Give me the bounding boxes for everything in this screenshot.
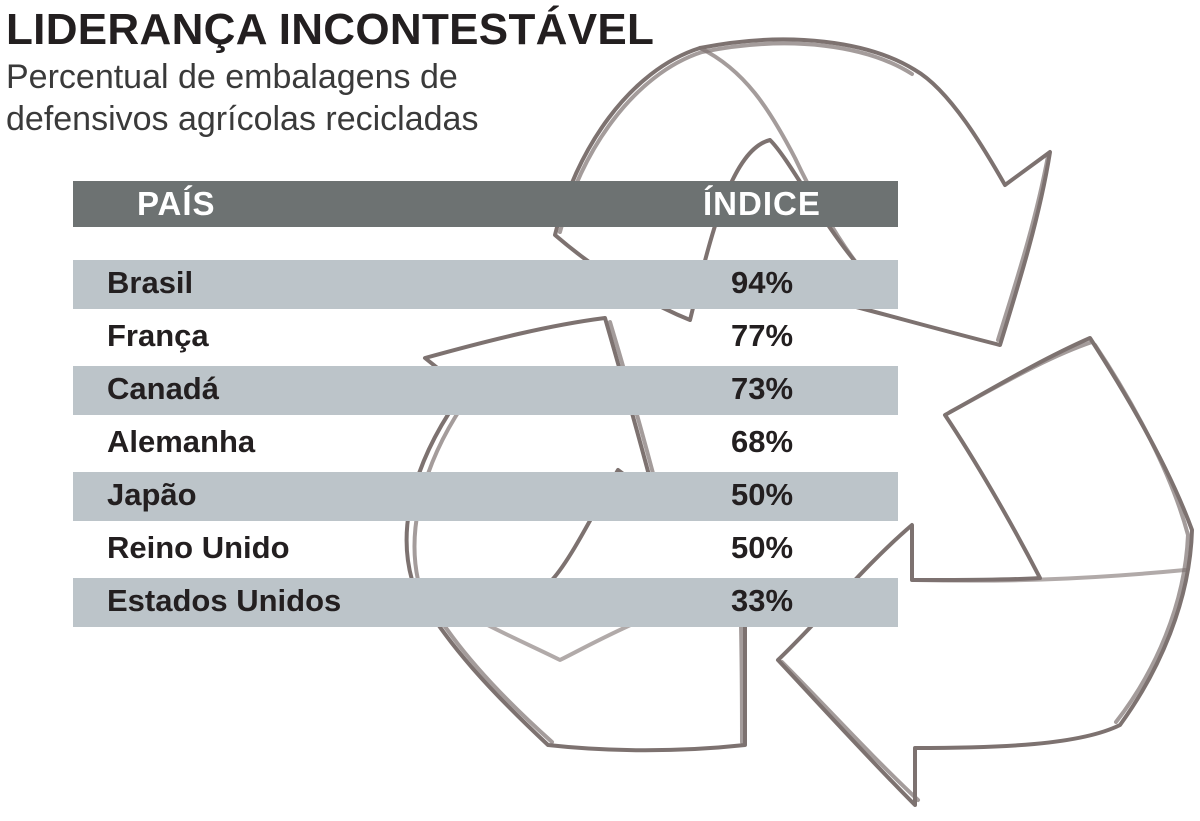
chart-subtitle: Percentual de embalagens de defensivos a… (6, 58, 479, 138)
table-header: PAÍS ÍNDICE (73, 181, 898, 227)
table-row: Brasil 94% (73, 260, 898, 313)
row-country: Alemanha (107, 424, 256, 459)
row-value: 73% (731, 371, 794, 406)
table-row: Canadá 73% (73, 366, 898, 419)
chart-title: LIDERANÇA INCONTESTÁVEL (6, 5, 655, 54)
row-value: 94% (731, 265, 794, 300)
row-value: 33% (731, 583, 794, 618)
row-value: 50% (731, 530, 794, 565)
row-country: França (107, 318, 209, 353)
table-row: França 77% (73, 313, 898, 366)
row-country: Brasil (107, 265, 194, 300)
table-row: Reino Unido 50% (73, 525, 898, 578)
column-header-country: PAÍS (137, 185, 216, 222)
row-value: 50% (731, 477, 794, 512)
column-header-index: ÍNDICE (703, 185, 821, 222)
row-country: Reino Unido (107, 530, 290, 565)
row-value: 68% (731, 424, 794, 459)
row-country: Canadá (107, 371, 219, 406)
table-row: Japão 50% (73, 472, 898, 525)
table-row: Estados Unidos 33% (73, 578, 898, 631)
table-body: Brasil 94% França 77% Canadá 73% Alemanh… (73, 260, 898, 631)
row-country: Estados Unidos (107, 583, 342, 618)
row-country: Japão (107, 477, 197, 512)
table-row: Alemanha 68% (73, 419, 898, 472)
row-value: 77% (731, 318, 794, 353)
